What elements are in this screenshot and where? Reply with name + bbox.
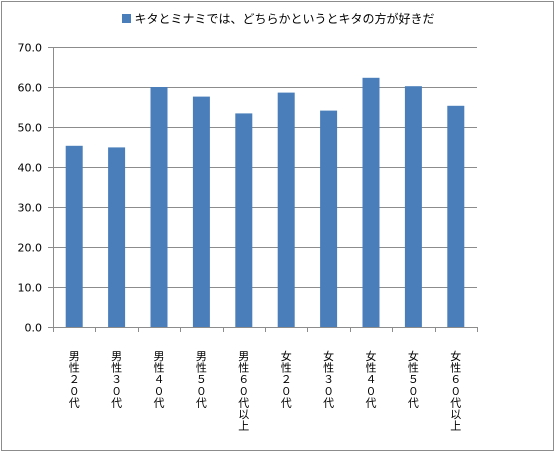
y-tick-label: 60.0: [18, 82, 43, 95]
x-category-label: 男性６０代以上: [238, 350, 249, 433]
bar: [235, 113, 253, 328]
x-category-label: 女性４０代: [366, 349, 377, 409]
y-tick-label: 30.0: [18, 202, 43, 215]
y-tick-label: 70.0: [18, 42, 43, 55]
legend: キタとミナミでは、どちらかというとキタの方が好きだ: [0, 10, 557, 27]
x-category-label: 女性２０代: [281, 349, 292, 409]
x-category-label: 女性６０代以上: [450, 349, 461, 433]
bar: [447, 105, 465, 327]
x-category-label: 女性３０代: [323, 349, 334, 409]
legend-swatch: [122, 14, 132, 23]
x-category-label: 男性３０代: [111, 350, 122, 409]
y-tick-labels: 0.0 10.0 20.0 30.0 40.0 50.0 60.0 70.0: [18, 42, 43, 335]
x-category-label: 男性２０代: [69, 350, 80, 409]
axes: [48, 47, 478, 332]
x-category-labels: 男性２０代 男性３０代 男性４０代 男性５０代 男性６０代以上 女性２０代 女性３０代 女性４…: [69, 349, 462, 433]
bar: [277, 92, 295, 327]
bars: [65, 77, 465, 328]
x-category-label: 男性５０代: [196, 350, 207, 409]
y-tick-label: 50.0: [18, 122, 43, 135]
y-tick-label: 10.0: [18, 282, 43, 295]
legend-label: キタとミナミでは、どちらかというとキタの方が好きだ: [134, 12, 435, 26]
bar: [320, 110, 338, 327]
bar: [362, 77, 380, 327]
bar: [65, 145, 83, 327]
x-category-label: 男性４０代: [154, 350, 165, 409]
bar: [192, 96, 210, 327]
y-tick-label: 0.0: [25, 322, 43, 335]
bar: [108, 147, 126, 327]
bar: [150, 87, 168, 327]
bar: [404, 86, 422, 327]
x-category-label: 女性５０代: [408, 349, 419, 409]
y-tick-label: 20.0: [18, 242, 43, 255]
y-tick-label: 40.0: [18, 162, 43, 175]
